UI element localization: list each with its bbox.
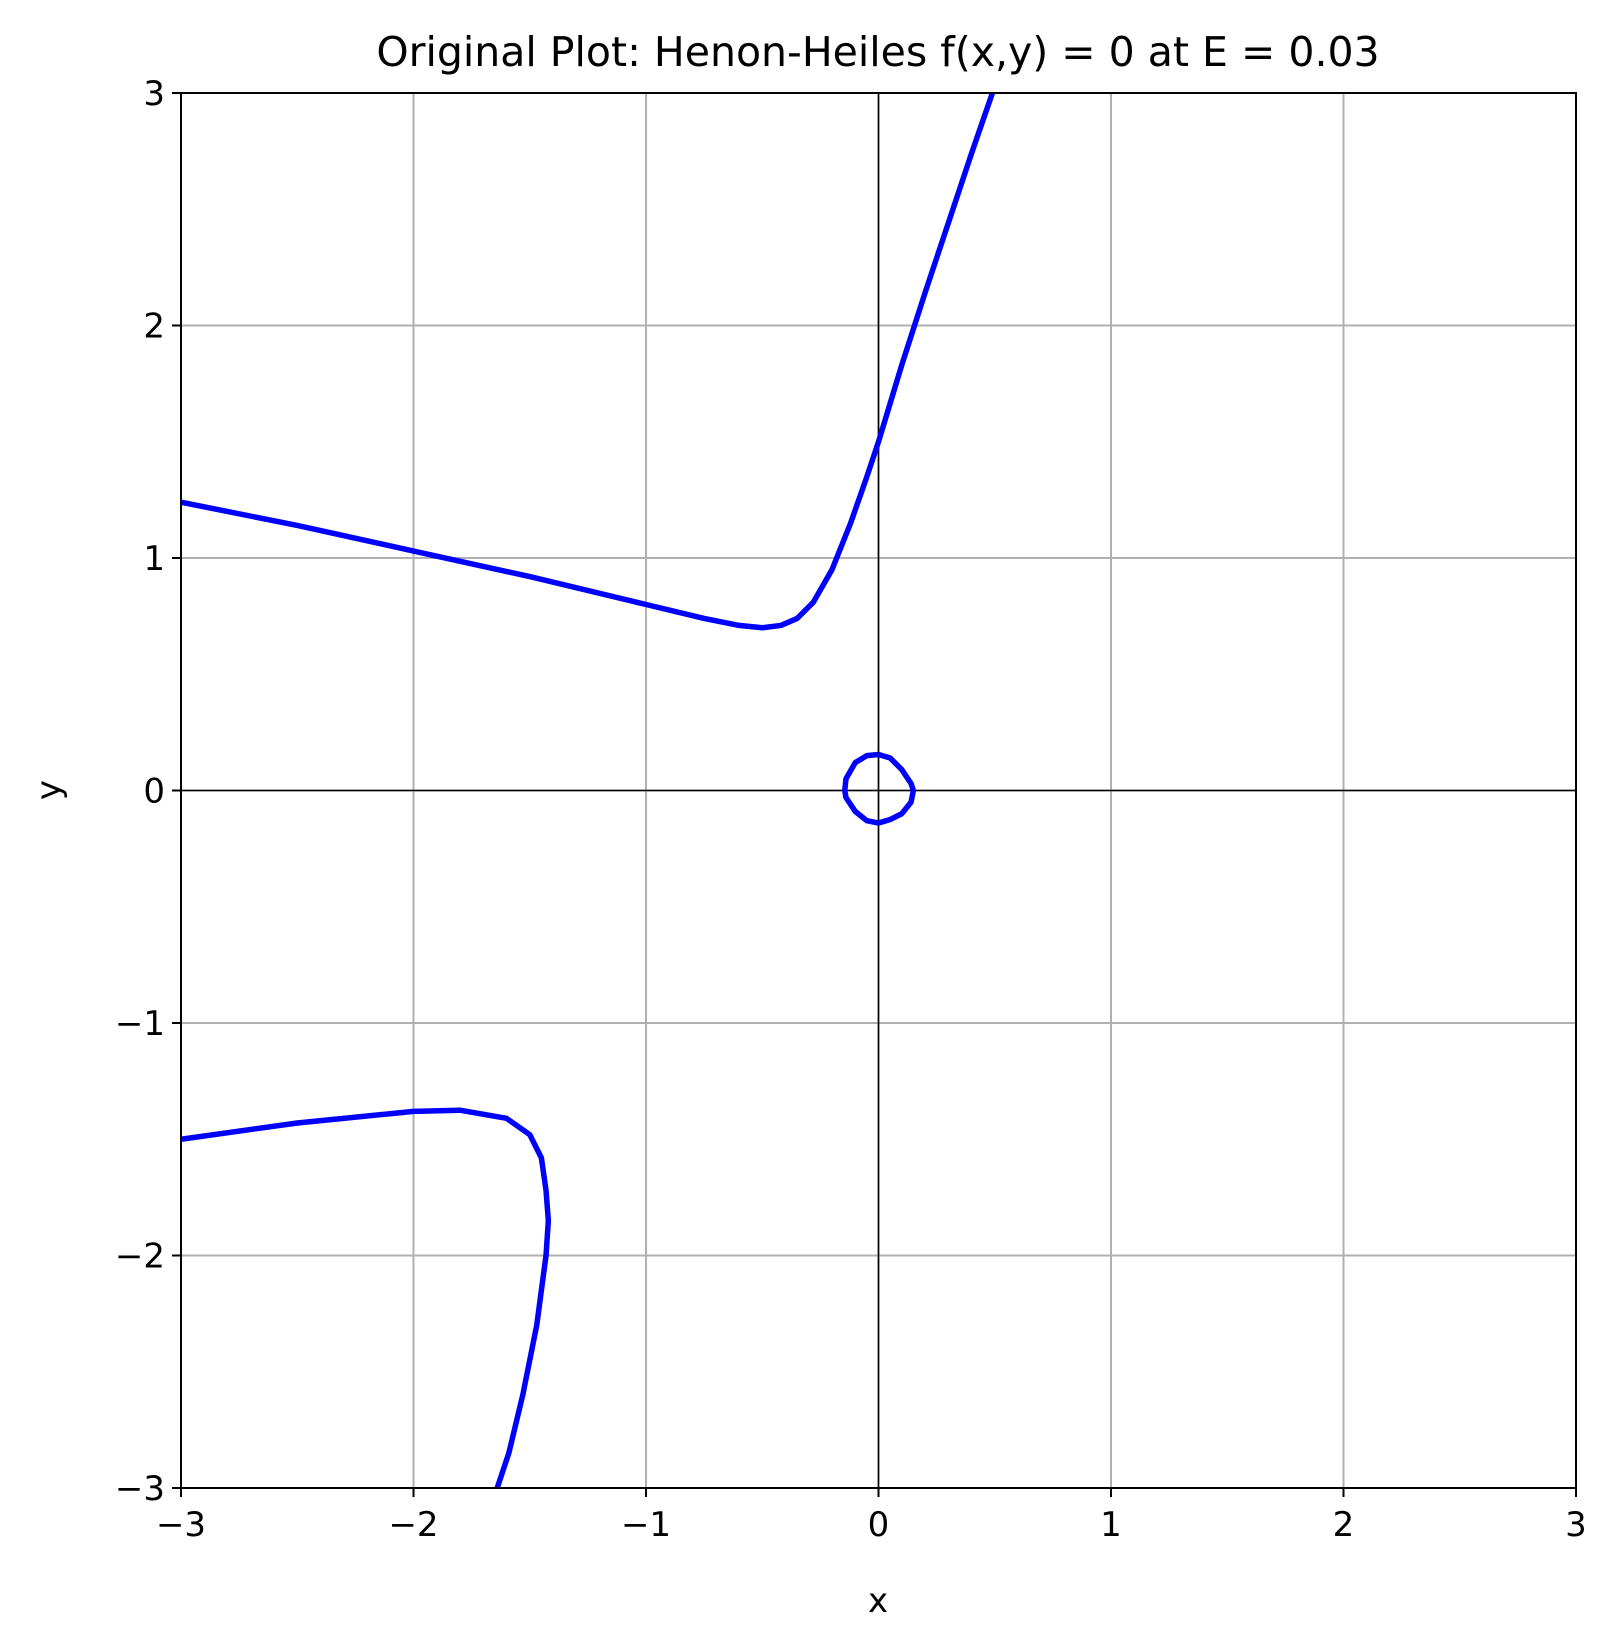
y-tick-label-4: 1: [143, 539, 165, 579]
chart-title: Original Plot: Henon-Heiles f(x,y) = 0 a…: [376, 28, 1379, 76]
y-tick-label-1: −2: [115, 1237, 165, 1277]
y-ticks: −3 −2 −1 0 1 2 3: [115, 74, 181, 1509]
x-tick-label-0: −3: [156, 1505, 206, 1545]
x-tick-label-5: 2: [1333, 1505, 1355, 1545]
y-tick-label-3: 0: [143, 772, 165, 812]
x-tick-label-2: −1: [621, 1505, 671, 1545]
y-tick-label-6: 3: [143, 74, 165, 114]
x-axis-label: x: [868, 1581, 888, 1621]
x-tick-label-3: 0: [868, 1505, 890, 1545]
contour-series-1: [180, 1107, 552, 1489]
y-tick-label-0: −3: [115, 1469, 165, 1509]
x-ticks: −3 −2 −1 0 1 2 3: [156, 1488, 1587, 1545]
x-tick-label-1: −2: [388, 1505, 438, 1545]
zero-lines: [181, 93, 1576, 1488]
series-group: [180, 92, 996, 1489]
x-tick-label-4: 1: [1100, 1505, 1122, 1545]
y-tick-label-2: −1: [115, 1004, 165, 1044]
x-tick-label-6: 3: [1565, 1505, 1587, 1545]
contour-series-2: [842, 751, 917, 826]
y-tick-label-5: 2: [143, 307, 165, 347]
y-axis-label: y: [29, 780, 69, 800]
contour-series-0: [180, 92, 996, 631]
